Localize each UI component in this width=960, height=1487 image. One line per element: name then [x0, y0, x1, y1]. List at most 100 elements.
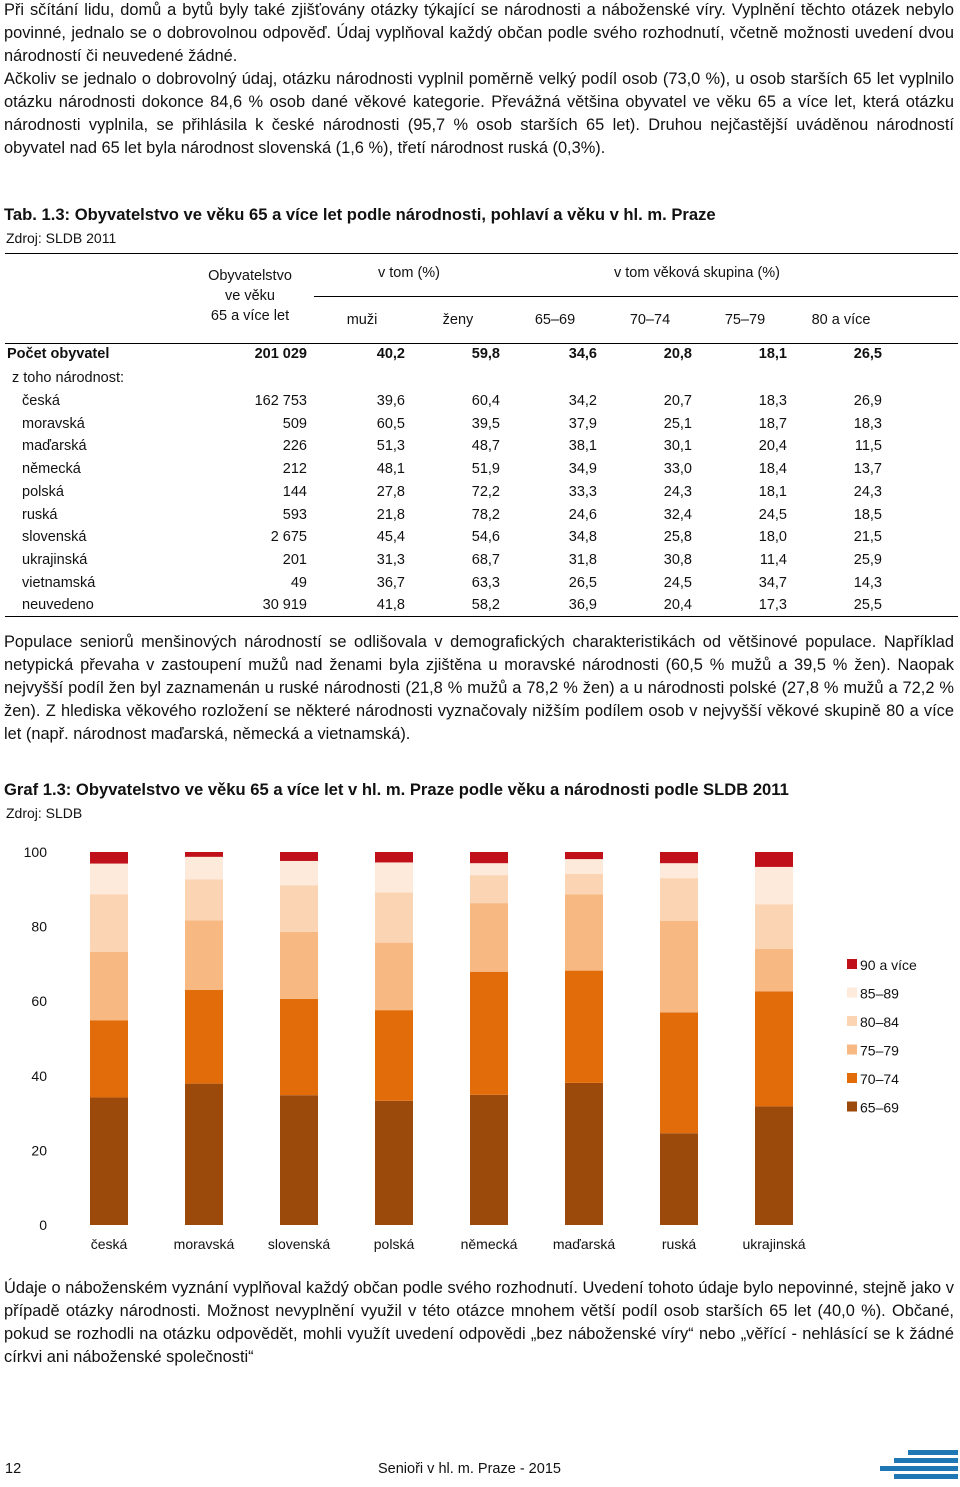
- page-number: 12: [5, 1461, 22, 1477]
- table-bottom-rule: [5, 616, 958, 617]
- chart-title: Graf 1.3: Obyvatelstvo ve věku 65 a více…: [4, 780, 789, 799]
- table-row-value: 60,5: [376, 415, 405, 432]
- subheader: muži: [346, 312, 378, 328]
- table-row-value: 18,5: [853, 506, 882, 523]
- subheader: 70–74: [629, 312, 671, 328]
- table-row-value: 144: [282, 483, 307, 500]
- table-row-value: 18,7: [758, 415, 787, 432]
- table-row-value: 31,8: [568, 551, 597, 568]
- table-row-value: 14,3: [853, 574, 882, 591]
- table-header-rule: [5, 343, 958, 344]
- table-row-value: 36,9: [568, 597, 597, 614]
- table-row-value: 38,1: [568, 438, 597, 455]
- table-row-value: 20,4: [663, 597, 692, 614]
- table-row-value: 51,3: [376, 438, 405, 455]
- total-row-value: 59,8: [471, 346, 500, 362]
- table-source: Zdroj: SLDB 2011: [6, 230, 117, 246]
- bar-segment: [565, 874, 603, 895]
- table-row-value: 24,6: [568, 506, 597, 523]
- subheading-label: z toho národnost:: [12, 370, 125, 386]
- table-row-label: ruská: [22, 506, 58, 523]
- x-category-label: moravská: [174, 1236, 235, 1252]
- total-row-label: Počet obyvatel: [7, 346, 110, 362]
- table-row-value: 25,8: [663, 529, 692, 546]
- table-row-value: 18,4: [758, 461, 787, 478]
- table-row-value: 212: [282, 461, 307, 478]
- table-row-value: 34,2: [568, 393, 597, 409]
- subheader: 80 a více: [811, 312, 871, 328]
- x-category-label: německá: [461, 1236, 518, 1252]
- table-row-label: slovenská: [22, 529, 87, 546]
- table-row-value: 78,2: [471, 506, 500, 523]
- bar-segment: [280, 852, 318, 861]
- table-row-value: 18,0: [758, 529, 787, 546]
- table-row-value: 226: [282, 438, 307, 455]
- y-tick-label: 20: [31, 1142, 47, 1158]
- table-row-value: 36,7: [376, 574, 405, 591]
- bar-segment: [375, 852, 413, 863]
- bar-segment: [280, 1095, 318, 1225]
- y-tick-label: 0: [39, 1217, 47, 1233]
- bar-segment: [470, 852, 508, 864]
- table-row-value: 25,1: [663, 415, 692, 432]
- header-population: Obyvatelstvo ve věku 65 a více let: [208, 268, 292, 324]
- logo-icon: [880, 1450, 958, 1479]
- table-row-value: 48,1: [376, 461, 405, 478]
- table-row-value: 11,4: [759, 551, 787, 568]
- table-row-value: 58,2: [471, 597, 500, 614]
- table-row-value: 26,5: [568, 574, 597, 591]
- y-tick-label: 40: [31, 1068, 47, 1084]
- bar-segment: [185, 852, 223, 857]
- x-category-label: česká: [91, 1236, 128, 1252]
- bar-segment: [755, 948, 793, 992]
- bar-segment: [375, 892, 413, 943]
- x-category-label: ukrajinská: [742, 1236, 805, 1252]
- intro-text: Při sčítání lidu, domů a bytů byly také …: [4, 0, 954, 160]
- table-row-value: 45,4: [376, 529, 405, 546]
- legend-swatch: [847, 959, 857, 969]
- table-row-value: 162 753: [254, 393, 307, 409]
- table-row-value: 24,5: [663, 574, 692, 591]
- table-row-value: 21,5: [853, 529, 882, 546]
- subheader: 65–69: [534, 312, 576, 328]
- table-row-value: 24,3: [663, 483, 692, 500]
- table-row-value: 17,3: [758, 597, 787, 614]
- header-age-group: v tom věková skupina (%): [613, 265, 780, 281]
- bar-segment: [660, 863, 698, 879]
- bar-segment: [90, 894, 128, 952]
- bar-segment: [565, 894, 603, 971]
- table-row-label: polská: [22, 483, 64, 500]
- bar-segment: [375, 1100, 413, 1225]
- table-row-value: 24,3: [853, 483, 882, 500]
- table-row-value: 60,4: [471, 393, 500, 409]
- bar-segment: [185, 920, 223, 991]
- bar-segment: [90, 1097, 128, 1225]
- bar-segment: [280, 860, 318, 886]
- legend-swatch: [847, 1073, 857, 1083]
- table-row-value: 31,3: [376, 551, 405, 568]
- bar-segment: [755, 904, 793, 949]
- table-row-value: 30,1: [663, 438, 692, 455]
- legend-swatch: [847, 1044, 857, 1055]
- bar-segment: [375, 942, 413, 1011]
- table-row-value: 2 675: [270, 529, 307, 546]
- bar-segment: [90, 852, 128, 864]
- bar-segment: [755, 866, 793, 905]
- table-row-value: 32,4: [663, 506, 692, 523]
- table-row-value: 18,3: [758, 393, 787, 409]
- legend-swatch: [847, 1016, 857, 1026]
- publication-name: Senioři v hl. m. Praze - 2015: [378, 1461, 561, 1477]
- table-row-value: 48,7: [471, 438, 500, 455]
- bar-segment: [375, 862, 413, 893]
- bar-segment: [565, 1082, 603, 1225]
- table-row-value: 49: [290, 574, 307, 591]
- table-row-value: 54,6: [471, 529, 500, 546]
- subheader: 75–79: [724, 312, 766, 328]
- table-row-value: 34,9: [568, 461, 597, 478]
- bar-segment: [755, 852, 793, 867]
- intro-paragraph-1: Při sčítání lidu, domů a bytů byly také …: [4, 1, 954, 65]
- subheader: ženy: [442, 312, 474, 328]
- table-row-value: 25,9: [853, 551, 882, 568]
- bar-segment: [470, 863, 508, 876]
- table-row-value: 68,7: [471, 551, 500, 568]
